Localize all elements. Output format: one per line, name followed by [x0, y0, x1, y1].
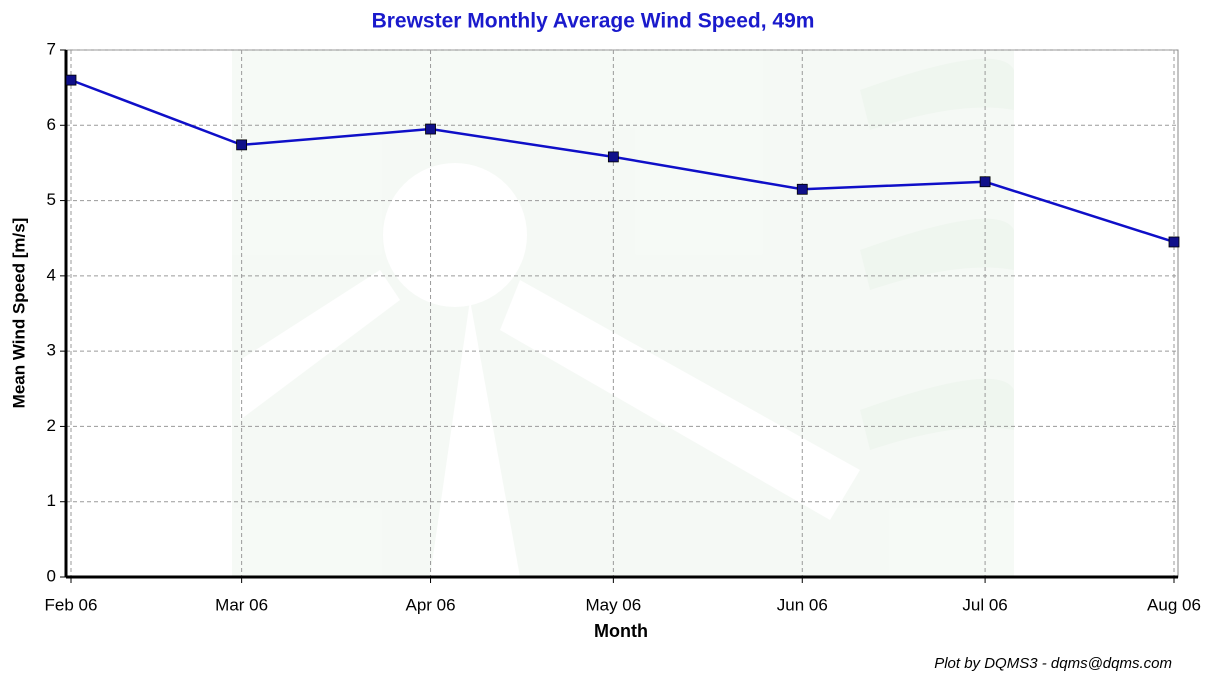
- data-point: [1169, 237, 1179, 247]
- data-point: [608, 152, 618, 162]
- y-tick-label: 6: [47, 115, 56, 134]
- y-tick-label: 1: [47, 491, 56, 510]
- y-tick-label: 7: [47, 39, 56, 58]
- data-point: [980, 177, 990, 187]
- data-point: [426, 124, 436, 134]
- data-point: [66, 75, 76, 85]
- chart-title: Brewster Monthly Average Wind Speed, 49m: [372, 10, 815, 33]
- footnote: Plot by DQMS3 - dqms@dqms.com: [934, 655, 1172, 672]
- chart: Brewster Monthly Average Wind Speed, 49m…: [0, 0, 1218, 679]
- x-tick-label: Jul 06: [962, 595, 1007, 614]
- watermark: [232, 50, 1014, 577]
- x-tick-label: May 06: [585, 595, 641, 614]
- x-tick-label: Mar 06: [215, 595, 268, 614]
- y-tick-label: 4: [47, 265, 56, 284]
- y-tick-label: 5: [47, 190, 56, 209]
- x-tick-label: Feb 06: [45, 595, 98, 614]
- data-point: [797, 184, 807, 194]
- y-axis-label: Mean Wind Speed [m/s]: [9, 218, 28, 409]
- x-tick-label: Aug 06: [1147, 595, 1201, 614]
- y-tick-label: 0: [47, 566, 56, 585]
- data-point: [237, 140, 247, 150]
- y-tick-label: 3: [47, 341, 56, 360]
- y-tick-label: 2: [47, 416, 56, 435]
- x-tick-label: Jun 06: [777, 595, 828, 614]
- x-tick-label: Apr 06: [405, 595, 455, 614]
- x-axis-label: Month: [594, 621, 648, 641]
